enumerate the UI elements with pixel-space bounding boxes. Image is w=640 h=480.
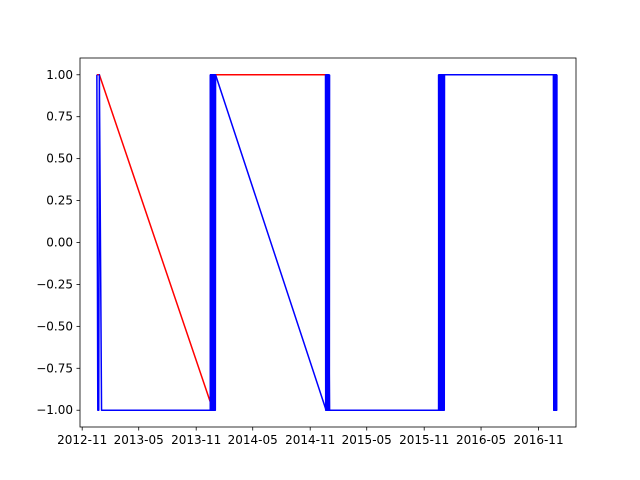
y-tick-label: 0.25 <box>46 194 73 208</box>
x-tick-label: 2015-05 <box>342 433 392 447</box>
x-tick-label: 2014-11 <box>285 433 335 447</box>
series-1 <box>96 74 558 411</box>
series-layer <box>96 74 558 411</box>
series-1-oscillation-band-0 <box>209 74 217 411</box>
y-tick-label: 0.00 <box>46 236 73 250</box>
x-tick-label: 2012-11 <box>57 433 107 447</box>
series-1-oscillation-band-2 <box>437 74 446 411</box>
axes-layer: 1.00 0.75 0.50 0.25 0.00 −0.25 −0.50 −0.75 −1.00… <box>36 57 577 447</box>
y-tick-label: 0.75 <box>46 110 73 124</box>
x-tick-label: 2016-11 <box>513 433 563 447</box>
x-tick-label: 2013-05 <box>114 433 164 447</box>
y-tick-label: −1.00 <box>36 403 73 417</box>
x-tick-label: 2016-05 <box>456 433 506 447</box>
x-tick-label: 2013-11 <box>171 433 221 447</box>
series-1-oscillation-band-3 <box>552 74 558 411</box>
y-tick-label: 0.50 <box>46 152 73 166</box>
series-1-oscillation-band-1 <box>324 74 331 411</box>
x-tick-label: 2014-05 <box>228 433 278 447</box>
y-tick-label: −0.25 <box>36 277 73 291</box>
y-tick-label: −0.75 <box>36 361 73 375</box>
x-tick-label: 2015-11 <box>399 433 449 447</box>
y-tick-label: −0.50 <box>36 319 73 333</box>
y-tick-label: 1.00 <box>46 68 73 82</box>
